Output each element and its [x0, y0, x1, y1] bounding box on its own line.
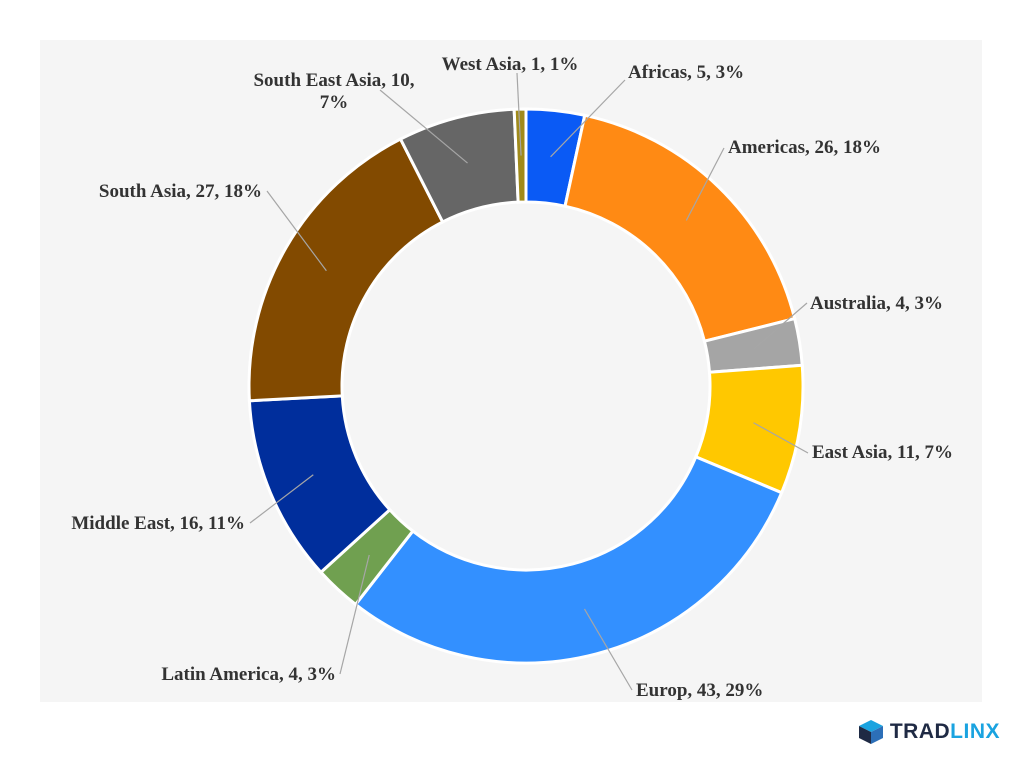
- slice-south-asia: [247, 137, 445, 403]
- data-label-east-asia: East Asia, 11, 7%: [812, 442, 953, 463]
- donut-chart: Africas, 5, 3% Americas, 26, 18% Australia…: [71, 54, 953, 701]
- labels-layer: Africas, 5, 3% Americas, 26, 18% Australia…: [71, 54, 953, 701]
- leader-line-south-east-asia: [379, 89, 468, 164]
- leader-line-west-asia: [516, 72, 522, 156]
- data-label-south-asia: South Asia, 27, 18%: [99, 181, 262, 202]
- data-label-south-east-asia: South East Asia, 10, 7%: [253, 70, 414, 113]
- tradlinx-logo: TRADLINX: [858, 719, 1000, 745]
- brand-name: TRADLINX: [890, 720, 1000, 744]
- leader-line-east-asia: [753, 422, 809, 454]
- slices-layer: [247, 107, 805, 665]
- brand-name-part1: TRAD: [889, 720, 951, 743]
- brand-name-part2: LINX: [950, 720, 1000, 743]
- data-label-middle-east: Middle East, 16, 11%: [71, 513, 245, 534]
- slice-europ: [353, 454, 784, 665]
- data-label-europ: Europ, 43, 29%: [636, 680, 763, 701]
- leader-line-middle-east: [249, 474, 314, 524]
- slice-west-asia: [512, 107, 528, 204]
- chart-plot-area: Africas, 5, 3% Americas, 26, 18% Australia…: [40, 40, 982, 702]
- leader-lines-layer: [249, 72, 809, 691]
- cube-logo-icon: [858, 720, 883, 744]
- leader-line-europ: [583, 608, 633, 691]
- data-label-latin-america: Latin America, 4, 3%: [161, 664, 336, 685]
- leader-line-americas: [685, 147, 725, 221]
- leader-line-australia: [753, 302, 808, 350]
- data-label-americas: Americas, 26, 18%: [728, 137, 881, 158]
- leader-line-south-asia: [266, 190, 327, 272]
- data-label-west-asia: West Asia, 1, 1%: [442, 54, 579, 75]
- data-label-africas: Africas, 5, 3%: [628, 62, 744, 83]
- leader-line-latin-america: [339, 554, 370, 675]
- data-label-australia: Australia, 4, 3%: [810, 293, 943, 314]
- leader-line-africas: [550, 79, 626, 158]
